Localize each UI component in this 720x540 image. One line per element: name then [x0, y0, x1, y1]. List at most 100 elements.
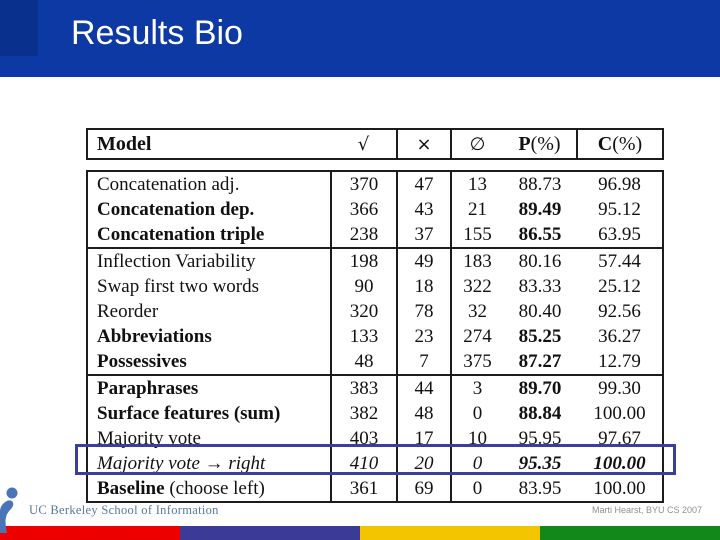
- coverage-cell: 63.95: [577, 222, 663, 249]
- footer-color-bar: [0, 526, 720, 540]
- correct-count-cell: 361: [331, 476, 398, 502]
- coverage-cell: 12.79: [577, 349, 663, 376]
- precision-cell: 83.95: [518, 477, 562, 499]
- footer-bar-green: [540, 526, 720, 540]
- wrong-count-cell: 78: [397, 299, 452, 324]
- wrong-count-cell: 48: [397, 401, 452, 426]
- precision-cell: 86.55: [503, 222, 577, 249]
- correct-count-cell: 382: [331, 401, 398, 426]
- empty-count-cell: 10: [468, 427, 487, 449]
- precision-cell: 89.70: [518, 377, 562, 399]
- coverage-cell: 100.00: [593, 402, 646, 424]
- table-row: Surface features (sum) 382 48 0 88.84 100.00: [87, 401, 663, 426]
- model-cell: Surface features (sum): [87, 401, 332, 426]
- model-cell: Baseline (choose left): [87, 476, 332, 502]
- table-row-highlighted: Majority vote → right 410 20 0 95.35 100.00: [87, 451, 663, 476]
- correct-count-cell: 133: [331, 324, 398, 349]
- title-bar-accent: [0, 0, 38, 56]
- precision-cell: 95.95: [518, 427, 562, 449]
- empty-count-cell: 0: [472, 477, 483, 499]
- table-row: Reorder 320 78 32 80.40 92.56: [87, 299, 663, 324]
- footer-bar-gold: [360, 526, 540, 540]
- precision-cell: 87.27: [503, 349, 577, 376]
- wrong-count-cell: 44: [397, 375, 452, 401]
- footer-bar-indigo: [180, 526, 360, 540]
- model-cell: Abbreviations: [87, 324, 332, 349]
- precision-cell: 85.25: [518, 325, 562, 347]
- results-table-header: Model √ × ∅ P(%) C(%): [86, 128, 664, 160]
- wrong-count-cell: 23: [397, 324, 452, 349]
- model-cell: Majority vote → right: [87, 451, 332, 476]
- table-row: Concatenation triple 238 37 155 86.55 63.95: [87, 222, 663, 249]
- table-row: Possessives 48 7 375 87.27 12.79: [87, 349, 663, 376]
- empty-count-cell: 0: [472, 402, 483, 424]
- empty-count-cell: 21: [468, 198, 487, 220]
- precision-cell: 89.49: [518, 198, 562, 220]
- correct-count-cell: 410: [331, 451, 398, 476]
- empty-count-cell: 155: [451, 222, 503, 249]
- correct-count-cell: 48: [331, 349, 398, 376]
- table-row: Abbreviations 133 23 274 85.25 36.27: [87, 324, 663, 349]
- col-header-wrong-icon: ×: [397, 129, 452, 159]
- table-row: Concatenation dep. 366 43 21 89.49 95.12: [87, 197, 663, 222]
- model-cell: Inflection Variability: [87, 248, 332, 274]
- model-cell: Paraphrases: [87, 375, 332, 401]
- coverage-cell: 57.44: [598, 250, 641, 272]
- correct-count-cell: 366: [331, 197, 398, 222]
- empty-count-cell: 13: [468, 173, 487, 195]
- coverage-cell: 100.00: [593, 452, 646, 474]
- coverage-cell: 92.56: [598, 300, 641, 322]
- coverage-cell: 99.30: [598, 377, 641, 399]
- col-header-precision: P(%): [503, 129, 578, 159]
- title-bar: Results Bio: [0, 0, 720, 77]
- correct-count-cell: 90: [331, 274, 398, 299]
- wrong-count-cell: 20: [397, 451, 452, 476]
- empty-count-cell: 322: [463, 275, 492, 297]
- model-cell: Reorder: [87, 299, 332, 324]
- empty-count-cell: 375: [451, 349, 503, 376]
- wrong-count-cell: 18: [397, 274, 452, 299]
- correct-count-cell: 383: [331, 375, 398, 401]
- table-row: Baseline (choose left) 361 69 0 83.95 100.00: [87, 476, 663, 502]
- header-row: Model √ × ∅ P(%) C(%): [87, 129, 663, 159]
- precision-cell: 88.73: [518, 173, 562, 195]
- coverage-cell: 36.27: [598, 325, 641, 347]
- col-header-emptyset-icon: ∅: [469, 133, 486, 155]
- coverage-cell: 100.00: [593, 477, 646, 499]
- school-logo-text: UC Berkeley School of Information: [29, 503, 219, 517]
- empty-count-cell: 183: [463, 250, 492, 272]
- coverage-cell: 97.67: [598, 427, 641, 449]
- slide-title: Results Bio: [71, 14, 243, 52]
- precision-cell: 83.33: [518, 275, 562, 297]
- empty-count-cell: 32: [468, 300, 487, 322]
- table-row: Paraphrases 383 44 3 89.70 99.30: [87, 375, 663, 401]
- correct-count-cell: 320: [331, 299, 398, 324]
- table-row: Inflection Variability 198 49 183 80.16 57.44: [87, 248, 663, 274]
- table-row: Swap first two words 90 18 322 83.33 25.12: [87, 274, 663, 299]
- precision-cell: 88.84: [518, 402, 562, 424]
- wrong-count-cell: 43: [397, 197, 452, 222]
- coverage-cell: 95.12: [598, 198, 641, 220]
- empty-count-cell: 274: [463, 325, 492, 347]
- correct-count-cell: 370: [331, 171, 398, 197]
- wrong-count-cell: 37: [397, 222, 452, 249]
- correct-count-cell: 238: [331, 222, 398, 249]
- wrong-count-cell: 49: [397, 248, 452, 274]
- credit-text: Marti Hearst, BYU CS 2007: [591, 505, 702, 515]
- wrong-count-cell: 69: [397, 476, 452, 502]
- model-cell: Swap first two words: [87, 274, 332, 299]
- footer-bar-red: [0, 526, 180, 540]
- correct-count-cell: 198: [331, 248, 398, 274]
- col-header-model: Model: [97, 132, 152, 155]
- precision-cell: 80.40: [518, 300, 562, 322]
- highlight-box: [75, 444, 676, 475]
- model-cell: Concatenation triple: [87, 222, 332, 249]
- model-cell: Concatenation dep.: [87, 197, 332, 222]
- wrong-count-cell: 7: [397, 349, 452, 376]
- table-row: Concatenation adj. 370 47 13 88.73 96.98: [87, 171, 663, 197]
- coverage-cell: 96.98: [598, 173, 641, 195]
- model-cell: Possessives: [87, 349, 332, 376]
- precision-cell: 95.35: [518, 452, 562, 474]
- model-cell: Concatenation adj.: [87, 171, 332, 197]
- col-header-coverage: C(%): [597, 132, 643, 155]
